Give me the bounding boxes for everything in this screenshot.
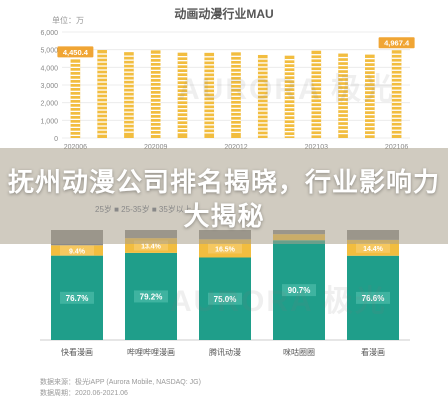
age-legend: 25岁 ■ 25-35岁 ■ 35岁以上 <box>95 205 192 214</box>
mau-bar <box>70 59 81 138</box>
mau-bar <box>124 52 134 138</box>
source-line-2: 数据周期：2020.06-2021.06 <box>40 390 128 397</box>
segment-label-bg <box>208 243 242 254</box>
segment-label: 76.6% <box>362 294 385 303</box>
mau-bar <box>365 54 375 138</box>
mau-bar-chart: 0 1,000 2,000 3,000 4,000 5,000 6,000 4,450.4 20… <box>40 30 415 150</box>
segment-label-bg <box>60 245 94 256</box>
segment-label-bg <box>208 292 242 305</box>
x-tick-label: 202103 <box>305 144 328 150</box>
segment-label-bg <box>134 290 168 303</box>
data-label: 4,967.4 <box>384 39 410 48</box>
segment-label-bg <box>60 291 94 304</box>
x-tick-label: 202106 <box>385 144 408 150</box>
y-tick-label: 3,000 <box>40 83 58 90</box>
age-stacked-bar-chart: 76.7% 9.4% 快看漫画 79.2% 13.4% 哔哩哔哩漫画 75.0% 16.5% 腾… <box>40 230 410 357</box>
mau-bar <box>204 52 215 139</box>
y-tick-label: 5,000 <box>40 48 58 55</box>
headline-overlay <box>0 148 448 244</box>
segment-label-bg <box>134 240 168 251</box>
segment-label: 79.2% <box>140 292 163 301</box>
headline: 抚州动漫公司排名揭晓，行业影响力大揭秘 <box>8 168 441 232</box>
y-tick-label: 0 <box>54 136 58 143</box>
unit-label: 单位：万 <box>52 16 84 25</box>
data-label-bg <box>378 37 415 49</box>
y-tick-label: 1,000 <box>40 118 58 125</box>
mau-bar <box>257 54 268 138</box>
segment-label: 90.7% <box>288 286 311 295</box>
segment-label: 9.4% <box>69 248 86 255</box>
x-tick-label: 202006 <box>64 144 87 150</box>
segment-label: 13.4% <box>141 244 162 251</box>
category-label: 咪咕圈圈 <box>283 347 315 357</box>
category-label: 腾讯动漫 <box>209 347 241 357</box>
category-label: 看漫画 <box>361 347 385 357</box>
watermark-top: AURORA 极光 <box>178 73 395 106</box>
watermark-bottom: AURORA 极光 <box>170 285 387 318</box>
chart-title: 动画动漫行业MAU <box>174 7 274 21</box>
segment-label: 76.7% <box>66 294 89 303</box>
y-tick-label: 4,000 <box>40 65 58 72</box>
segment-label-bg <box>356 291 390 304</box>
y-tick-label: 2,000 <box>40 101 58 108</box>
x-tick-label: 202012 <box>224 144 247 150</box>
segment-label: 75.0% <box>214 295 237 304</box>
category-label: 快看漫画 <box>61 347 93 357</box>
mau-bar <box>284 55 295 138</box>
mau-bar <box>231 52 241 138</box>
segment-label-bg <box>356 242 390 253</box>
mau-bar <box>177 52 188 138</box>
mau-bar <box>338 53 348 139</box>
x-tick-label: 202009 <box>144 144 167 150</box>
segment-label: 14.4% <box>363 246 384 253</box>
data-label-bg <box>57 46 94 58</box>
source-line-1: 数据来源：极光iAPP (Aurora Mobile, NASDAQ: JG) <box>40 379 201 386</box>
segment-label: 16.5% <box>215 246 236 253</box>
y-tick-label: 6,000 <box>40 30 58 37</box>
category-label: 哔哩哔哩漫画 <box>127 347 175 357</box>
data-label: 4,450.4 <box>63 48 89 57</box>
segment-label-bg <box>282 284 316 297</box>
